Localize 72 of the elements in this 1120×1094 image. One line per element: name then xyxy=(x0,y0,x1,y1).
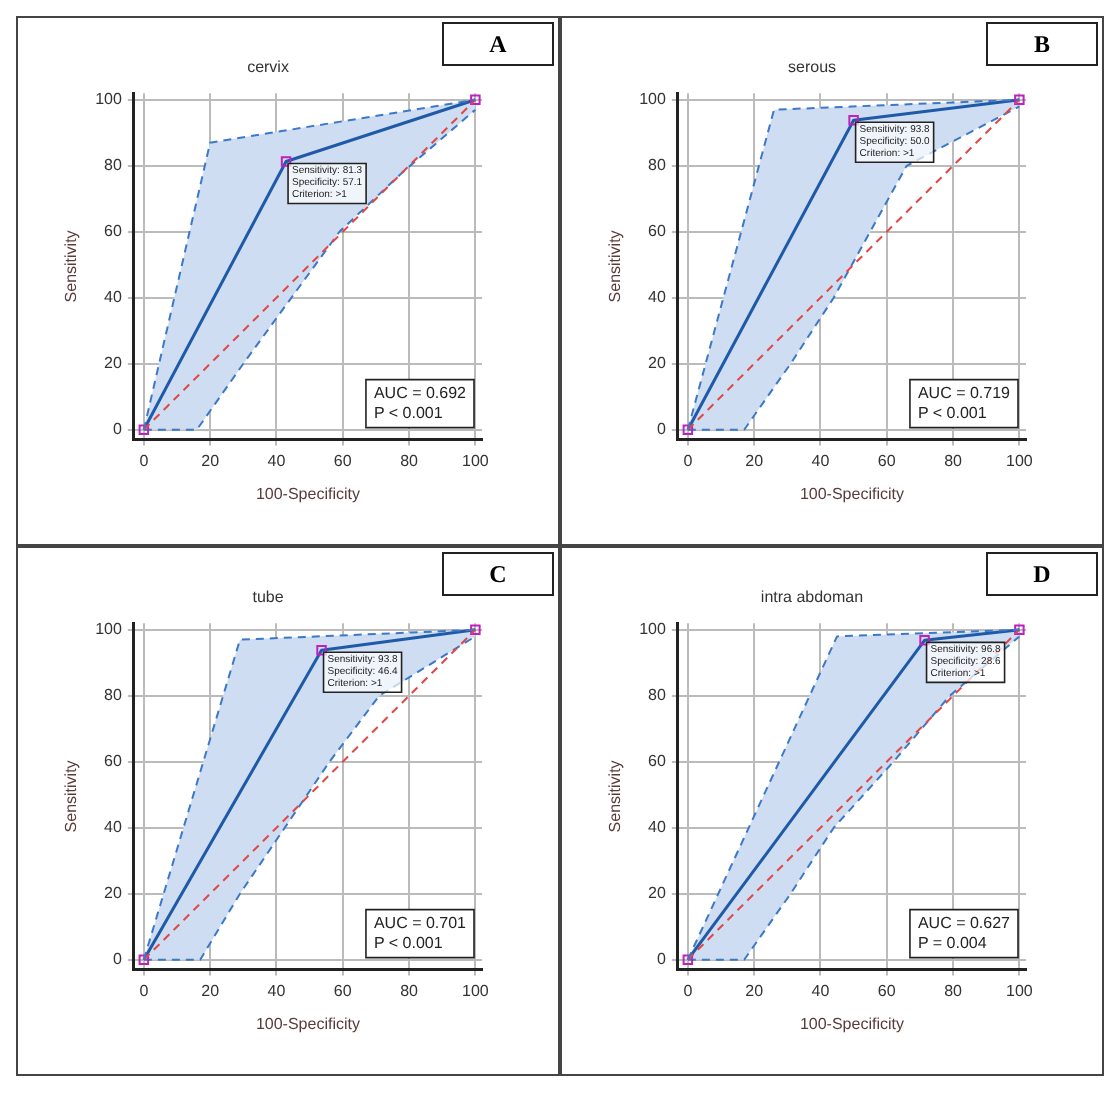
annotation: P < 0.001 xyxy=(373,934,444,953)
x-tick-label: 60 xyxy=(877,981,897,1000)
x-tick-label: 100 xyxy=(462,981,490,1000)
x-tick-label: 20 xyxy=(745,981,765,1000)
y-tick-label: 60 xyxy=(104,752,123,771)
x-tick-label: 60 xyxy=(333,451,353,470)
y-tick-label: 40 xyxy=(648,288,667,307)
y-tick-label: 40 xyxy=(104,288,123,307)
annotation: AUC = 0.719 xyxy=(917,384,1012,403)
y-tick-label: 0 xyxy=(656,950,667,969)
annotation: P < 0.001 xyxy=(373,404,444,423)
x-tick-label: 100 xyxy=(1006,451,1034,470)
x-tick-label: 0 xyxy=(139,451,150,470)
x-axis-title: 100-Specificity xyxy=(255,1014,360,1033)
y-axis-title: Sensitivity xyxy=(606,760,625,833)
x-tick-label: 80 xyxy=(944,451,964,470)
y-tick-label: 80 xyxy=(648,686,667,705)
x-tick-label: 40 xyxy=(811,451,831,470)
x-tick-label: 60 xyxy=(877,451,897,470)
y-tick-label: 20 xyxy=(104,354,123,373)
x-axis-title: 100-Specificity xyxy=(255,484,360,503)
y-tick-label: 20 xyxy=(648,354,667,373)
annotation: AUC = 0.627 xyxy=(917,914,1012,933)
y-tick-label: 100 xyxy=(639,620,667,639)
x-tick-label: 100 xyxy=(1006,981,1034,1000)
y-tick-label: 80 xyxy=(104,156,123,175)
chart-title: intra abdoman xyxy=(760,588,864,607)
text: B xyxy=(986,22,1098,66)
y-tick-label: 40 xyxy=(104,818,123,837)
x-tick-label: 20 xyxy=(201,451,221,470)
y-tick-label: 100 xyxy=(95,620,123,639)
y-tick-label: 80 xyxy=(648,156,667,175)
x-tick-label: 40 xyxy=(267,451,287,470)
x-tick-label: 80 xyxy=(400,451,420,470)
y-tick-label: 0 xyxy=(656,420,667,439)
y-tick-label: 60 xyxy=(104,222,123,241)
x-tick-label: 80 xyxy=(400,981,420,1000)
annotation: P = 0.004 xyxy=(917,934,988,953)
x-tick-label: 0 xyxy=(139,981,150,1000)
x-tick-label: 60 xyxy=(333,981,353,1000)
y-tick-label: 100 xyxy=(95,90,123,109)
y-axis-title: Sensitivity xyxy=(62,230,81,303)
annotation: AUC = 0.701 xyxy=(373,914,468,933)
x-tick-label: 80 xyxy=(944,981,964,1000)
annotation: P < 0.001 xyxy=(917,404,988,423)
y-axis-title: Sensitivity xyxy=(606,230,625,303)
y-tick-label: 0 xyxy=(112,420,123,439)
chart-title: serous xyxy=(787,58,837,77)
text: C xyxy=(442,552,554,596)
y-tick-label: 100 xyxy=(639,90,667,109)
chart-title: tube xyxy=(252,588,285,607)
y-tick-label: 20 xyxy=(648,884,667,903)
chart-title: cervix xyxy=(247,58,289,77)
y-tick-label: 60 xyxy=(648,222,667,241)
y-axis-title: Sensitivity xyxy=(62,760,81,833)
annotation: AUC = 0.692 xyxy=(373,384,468,403)
x-tick-label: 100 xyxy=(462,451,490,470)
text: D xyxy=(986,552,1098,596)
y-tick-label: 0 xyxy=(112,950,123,969)
x-axis-title: 100-Specificity xyxy=(799,1014,904,1033)
x-tick-label: 20 xyxy=(745,451,765,470)
y-tick-label: 60 xyxy=(648,752,667,771)
x-axis-title: 100-Specificity xyxy=(799,484,904,503)
x-tick-label: 40 xyxy=(811,981,831,1000)
text: A xyxy=(442,22,554,66)
x-tick-label: 40 xyxy=(267,981,287,1000)
y-tick-label: 20 xyxy=(104,884,123,903)
y-tick-label: 80 xyxy=(104,686,123,705)
y-tick-label: 40 xyxy=(648,818,667,837)
x-tick-label: 0 xyxy=(683,451,694,470)
x-tick-label: 0 xyxy=(683,981,694,1000)
x-tick-label: 20 xyxy=(201,981,221,1000)
